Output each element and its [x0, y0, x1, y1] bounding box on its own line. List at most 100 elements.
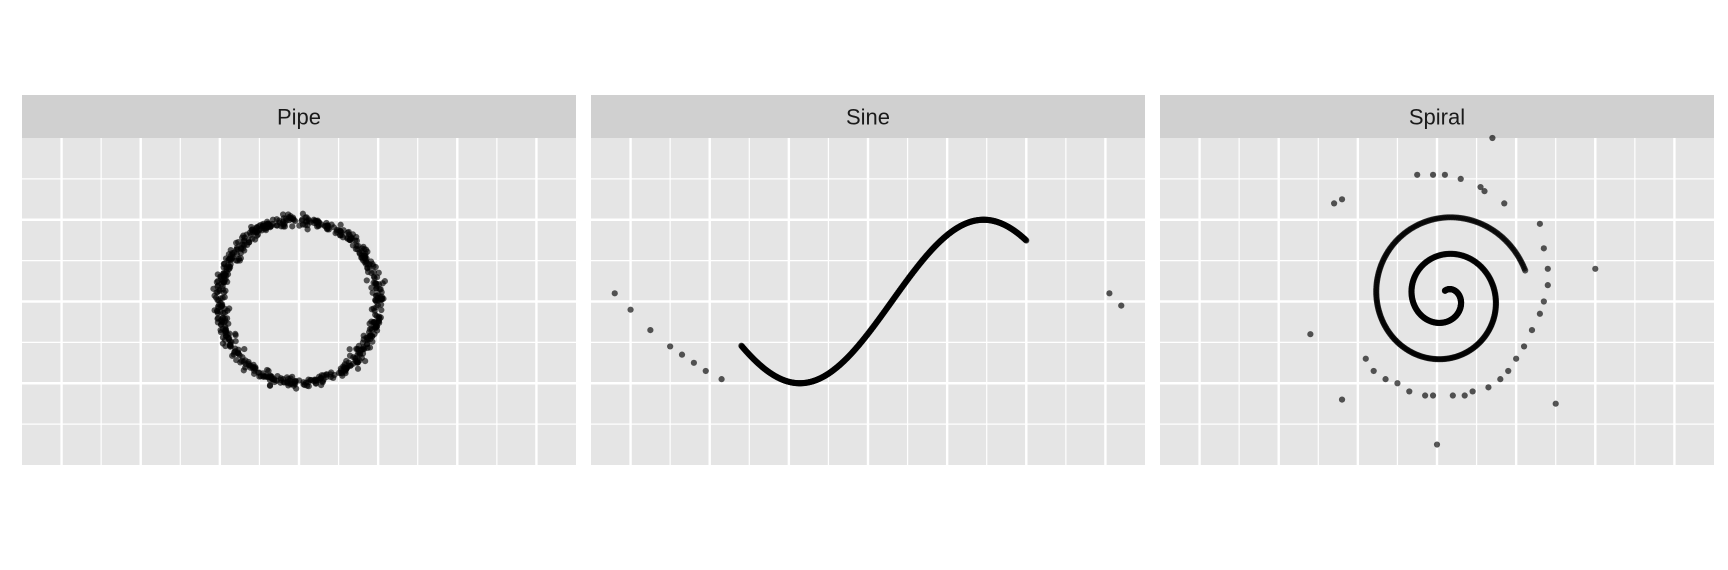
data-point-pipe: [305, 377, 311, 383]
data-point-pipe: [264, 219, 270, 225]
data-point-pipe: [286, 217, 292, 223]
data-point-pipe: [311, 378, 317, 384]
data-point-pipe: [340, 227, 346, 233]
data-point-pipe: [326, 226, 332, 232]
data-point-pipe: [215, 289, 221, 295]
data-point-pipe: [354, 246, 360, 252]
data-point-pipe: [368, 285, 374, 291]
data-point-spiral: [1394, 380, 1400, 386]
data-point-pipe: [347, 353, 353, 359]
data-point-pipe: [375, 297, 381, 303]
data-point-pipe: [380, 280, 386, 286]
data-point-pipe: [225, 321, 231, 327]
data-point-spiral: [1462, 392, 1468, 398]
data-point-pipe: [352, 237, 358, 243]
data-point-pipe: [235, 239, 241, 245]
data-point-pipe: [264, 367, 270, 373]
data-point-pipe: [365, 345, 371, 351]
data-point-pipe: [233, 338, 239, 344]
data-point-spiral: [1406, 388, 1412, 394]
data-point-pipe: [249, 229, 255, 235]
data-point-pipe: [231, 351, 237, 357]
panel-sine: Sine: [591, 95, 1145, 465]
data-point-sine: [703, 368, 709, 374]
data-point-spiral: [1537, 221, 1543, 227]
data-point-pipe: [219, 319, 225, 325]
data-point-pipe: [364, 277, 370, 283]
data-point-pipe: [219, 301, 225, 307]
data-point-pipe: [251, 368, 257, 374]
data-point-sine: [667, 343, 673, 349]
data-point-sine: [718, 376, 724, 382]
data-point-spiral: [1363, 356, 1369, 362]
data-point-spiral: [1450, 392, 1456, 398]
data-point-sine: [1106, 290, 1112, 296]
data-point-pipe: [359, 254, 365, 260]
data-point-spiral: [1339, 196, 1345, 202]
data-point-spiral: [1481, 188, 1487, 194]
data-point-spiral: [1545, 282, 1551, 288]
data-point-pipe: [280, 223, 286, 229]
data-point-spiral: [1501, 200, 1507, 206]
data-point-pipe: [284, 380, 290, 386]
data-point-pipe: [226, 336, 232, 342]
panel-pipe: Pipe: [22, 95, 576, 465]
data-point-pipe: [222, 294, 228, 300]
data-point-pipe: [371, 324, 377, 330]
data-point-pipe: [372, 308, 378, 314]
data-point-pipe: [290, 381, 296, 387]
data-point-spiral: [1339, 397, 1345, 403]
data-point-spiral: [1307, 331, 1313, 337]
data-point-spiral: [1442, 172, 1448, 178]
data-point-pipe: [220, 340, 226, 346]
data-point-pipe: [228, 261, 234, 267]
data-point-pipe: [378, 286, 384, 292]
data-point-pipe: [274, 223, 280, 229]
data-point-sine: [647, 327, 653, 333]
facet-title-spiral: Spiral: [1409, 105, 1465, 130]
data-point-spiral: [1505, 368, 1511, 374]
data-point-spiral: [1331, 200, 1337, 206]
data-point-pipe: [232, 331, 238, 337]
data-point-pipe: [362, 358, 368, 364]
data-point-pipe: [369, 333, 375, 339]
data-point-spiral: [1382, 376, 1388, 382]
data-point-spiral: [1458, 176, 1464, 182]
data-point-sine: [691, 360, 697, 366]
data-point-spiral: [1541, 245, 1547, 251]
data-point-pipe: [333, 230, 339, 236]
data-point-spiral: [1497, 376, 1503, 382]
data-point-pipe: [361, 336, 367, 342]
data-point-spiral: [1470, 388, 1476, 394]
data-point-spiral: [1430, 172, 1436, 178]
data-point-spiral: [1541, 298, 1547, 304]
data-point-pipe: [376, 320, 382, 326]
data-point-spiral: [1414, 172, 1420, 178]
data-point-spiral: [1522, 267, 1528, 273]
data-point-spiral: [1513, 356, 1519, 362]
data-point-pipe: [214, 283, 220, 289]
data-point-pipe: [339, 373, 345, 379]
data-point-pipe: [306, 383, 312, 389]
facet-title-sine: Sine: [846, 105, 890, 130]
data-point-pipe: [324, 374, 330, 380]
data-point-pipe: [223, 276, 229, 282]
data-point-spiral: [1529, 327, 1535, 333]
data-point-pipe: [240, 242, 246, 248]
data-point-pipe: [274, 216, 280, 222]
data-point-pipe: [211, 307, 217, 313]
data-point-spiral: [1592, 266, 1598, 272]
data-point-spiral: [1371, 368, 1377, 374]
data-point-spiral: [1434, 441, 1440, 447]
data-point-spiral: [1430, 392, 1436, 398]
data-point-pipe: [338, 222, 344, 228]
data-point-pipe: [233, 357, 239, 363]
data-point-spiral: [1489, 135, 1495, 141]
data-point-pipe: [252, 236, 258, 242]
data-point-pipe: [307, 219, 313, 225]
data-point-pipe: [238, 250, 244, 256]
data-point-sine: [612, 290, 618, 296]
data-point-pipe: [373, 281, 379, 287]
data-point-pipe: [246, 361, 252, 367]
data-point-pipe: [338, 367, 344, 373]
